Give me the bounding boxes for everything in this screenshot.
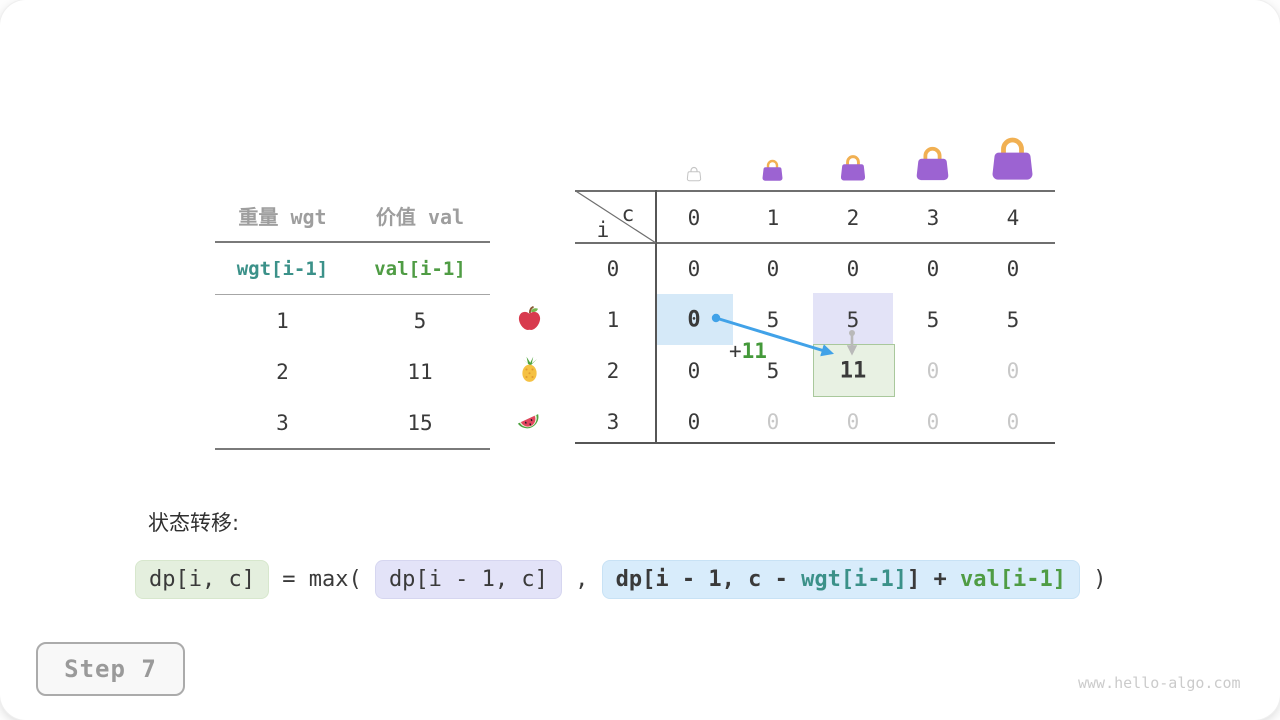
item-2-weight: 2	[276, 359, 289, 384]
col-header-2: 2	[846, 206, 860, 230]
val-index-label: val[i-1]	[374, 257, 466, 280]
items-table-index-row: wgt[i-1] val[i-1]	[215, 243, 490, 295]
dp-cell-r1-c3: 5	[926, 308, 940, 332]
row-variable-label: i	[596, 218, 610, 242]
formula-arg1: dp[i - 1, c]	[374, 560, 562, 599]
row-header-3: 3	[606, 410, 620, 434]
row-header-2: 2	[606, 359, 620, 383]
col-header-3: 3	[926, 206, 940, 230]
formula-close-paren: )	[1080, 567, 1107, 592]
added-value: 11	[741, 339, 767, 363]
item-1-value: 5	[413, 308, 427, 333]
corner-diagonal-line	[575, 190, 657, 244]
watermark: www.hello-algo.com	[1078, 674, 1241, 692]
formula-comma: ,	[561, 567, 602, 592]
item-row-1: 1 5	[215, 295, 490, 346]
dp-cell-r1-c0: 0	[687, 307, 701, 333]
dp-cell-r3-c0: 0	[687, 410, 701, 434]
bag-icon	[992, 137, 1033, 180]
item-row-3: 3 15	[215, 397, 490, 450]
weight-column-header: 重量 wgt	[238, 205, 327, 229]
bag-icon	[762, 159, 783, 181]
dp-table: i c 0 1 2 3 4 0 1 2 3 0 0 0 0 0 0 5 5 5 …	[575, 190, 1055, 444]
dp-bottom-rule	[575, 442, 1055, 444]
pineapple-icon	[522, 356, 537, 382]
dp-cell-r2-c2: 11	[839, 358, 867, 384]
state-transition-label: 状态转移:	[148, 511, 240, 535]
items-table: 重量 wgt 价值 val wgt[i-1] val[i-1] 1 5 2 11…	[215, 190, 490, 450]
row-header-1: 1	[606, 308, 620, 332]
dp-cell-r1-c4: 5	[1006, 308, 1020, 332]
formula-arg2: dp[i - 1, c - wgt[i-1]] + val[i-1]	[601, 560, 1080, 599]
dp-cell-r0-c2: 0	[846, 257, 860, 281]
value-column-header: 价值 val	[375, 205, 465, 229]
formula-arg2-val: val[i-1]	[960, 567, 1066, 592]
plus-sign: +	[729, 339, 742, 363]
watermelon-icon	[517, 414, 539, 429]
dp-cell-r3-c3: 0	[926, 410, 940, 434]
dp-top-rule	[575, 190, 1055, 192]
col-header-1: 1	[766, 206, 780, 230]
formula-arg2-bracket-plus: ] +	[907, 567, 961, 592]
item-2-value: 11	[407, 359, 433, 384]
bag-icon	[840, 155, 866, 181]
bag-icon	[916, 146, 949, 181]
dp-cell-r0-c3: 0	[926, 257, 940, 281]
dp-header-rule	[575, 242, 1055, 244]
formula-eq-max: = max(	[268, 567, 375, 592]
wgt-index-label: wgt[i-1]	[236, 257, 329, 280]
dp-cell-r0-c4: 0	[1006, 257, 1020, 281]
step-badge: Step 7	[36, 642, 185, 696]
formula-arg2-prefix: dp[i - 1, c -	[615, 567, 802, 592]
dp-cell-r1-c1: 5	[766, 308, 780, 332]
dp-cell-r2-c3: 0	[926, 359, 940, 383]
dp-cell-r3-c1: 0	[766, 410, 780, 434]
row-header-0: 0	[606, 257, 620, 281]
dp-cell-r2-c4: 0	[1006, 359, 1020, 383]
dp-cell-r0-c0: 0	[687, 257, 701, 281]
dp-cell-r3-c2: 0	[846, 410, 860, 434]
dp-cell-r2-c0: 0	[687, 359, 701, 383]
dp-cell-r0-c1: 0	[766, 257, 780, 281]
col-variable-label: c	[621, 202, 635, 226]
formula-arg2-wgt: wgt[i-1]	[801, 567, 908, 592]
item-1-weight: 1	[276, 308, 289, 333]
item-3-weight: 3	[276, 410, 289, 435]
apple-icon	[518, 306, 541, 330]
empty-bag-icon	[686, 166, 702, 182]
formula-lhs: dp[i, c]	[135, 560, 269, 599]
state-transition-formula: dp[i, c] = max( dp[i - 1, c] , dp[i - 1,…	[135, 560, 1107, 599]
dp-cell-r1-c2: 5	[846, 308, 860, 332]
item-3-value: 15	[407, 410, 433, 435]
dp-cell-r2-c1: 5	[766, 359, 780, 383]
items-table-header: 重量 wgt 价值 val	[215, 190, 490, 243]
item-row-2: 2 11	[215, 346, 490, 397]
dp-vertical-rule	[655, 190, 657, 443]
dp-cell-r3-c4: 0	[1006, 410, 1020, 434]
col-header-0: 0	[687, 206, 701, 230]
col-header-4: 4	[1006, 206, 1020, 230]
plus-value-annotation: +11	[729, 341, 767, 362]
